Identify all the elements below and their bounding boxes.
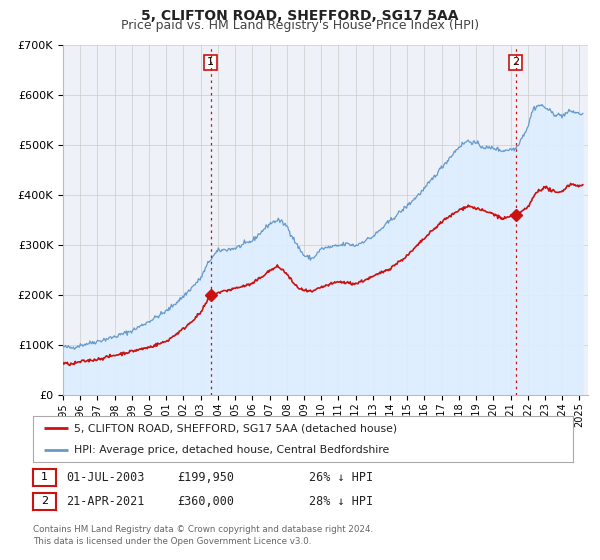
Text: Price paid vs. HM Land Registry's House Price Index (HPI): Price paid vs. HM Land Registry's House … <box>121 19 479 32</box>
Text: 2: 2 <box>512 57 519 67</box>
Text: 5, CLIFTON ROAD, SHEFFORD, SG17 5AA (detached house): 5, CLIFTON ROAD, SHEFFORD, SG17 5AA (det… <box>74 423 397 433</box>
Text: 28% ↓ HPI: 28% ↓ HPI <box>309 494 373 508</box>
Text: 21-APR-2021: 21-APR-2021 <box>66 494 145 508</box>
Text: 1: 1 <box>207 57 214 67</box>
Text: 01-JUL-2003: 01-JUL-2003 <box>66 470 145 484</box>
Text: 26% ↓ HPI: 26% ↓ HPI <box>309 470 373 484</box>
Text: 2: 2 <box>41 496 48 506</box>
Text: £199,950: £199,950 <box>177 470 234 484</box>
Text: 1: 1 <box>41 472 48 482</box>
Text: £360,000: £360,000 <box>177 494 234 508</box>
Text: Contains HM Land Registry data © Crown copyright and database right 2024.
This d: Contains HM Land Registry data © Crown c… <box>33 525 373 546</box>
Text: HPI: Average price, detached house, Central Bedfordshire: HPI: Average price, detached house, Cent… <box>74 445 389 455</box>
Text: 5, CLIFTON ROAD, SHEFFORD, SG17 5AA: 5, CLIFTON ROAD, SHEFFORD, SG17 5AA <box>141 9 459 23</box>
